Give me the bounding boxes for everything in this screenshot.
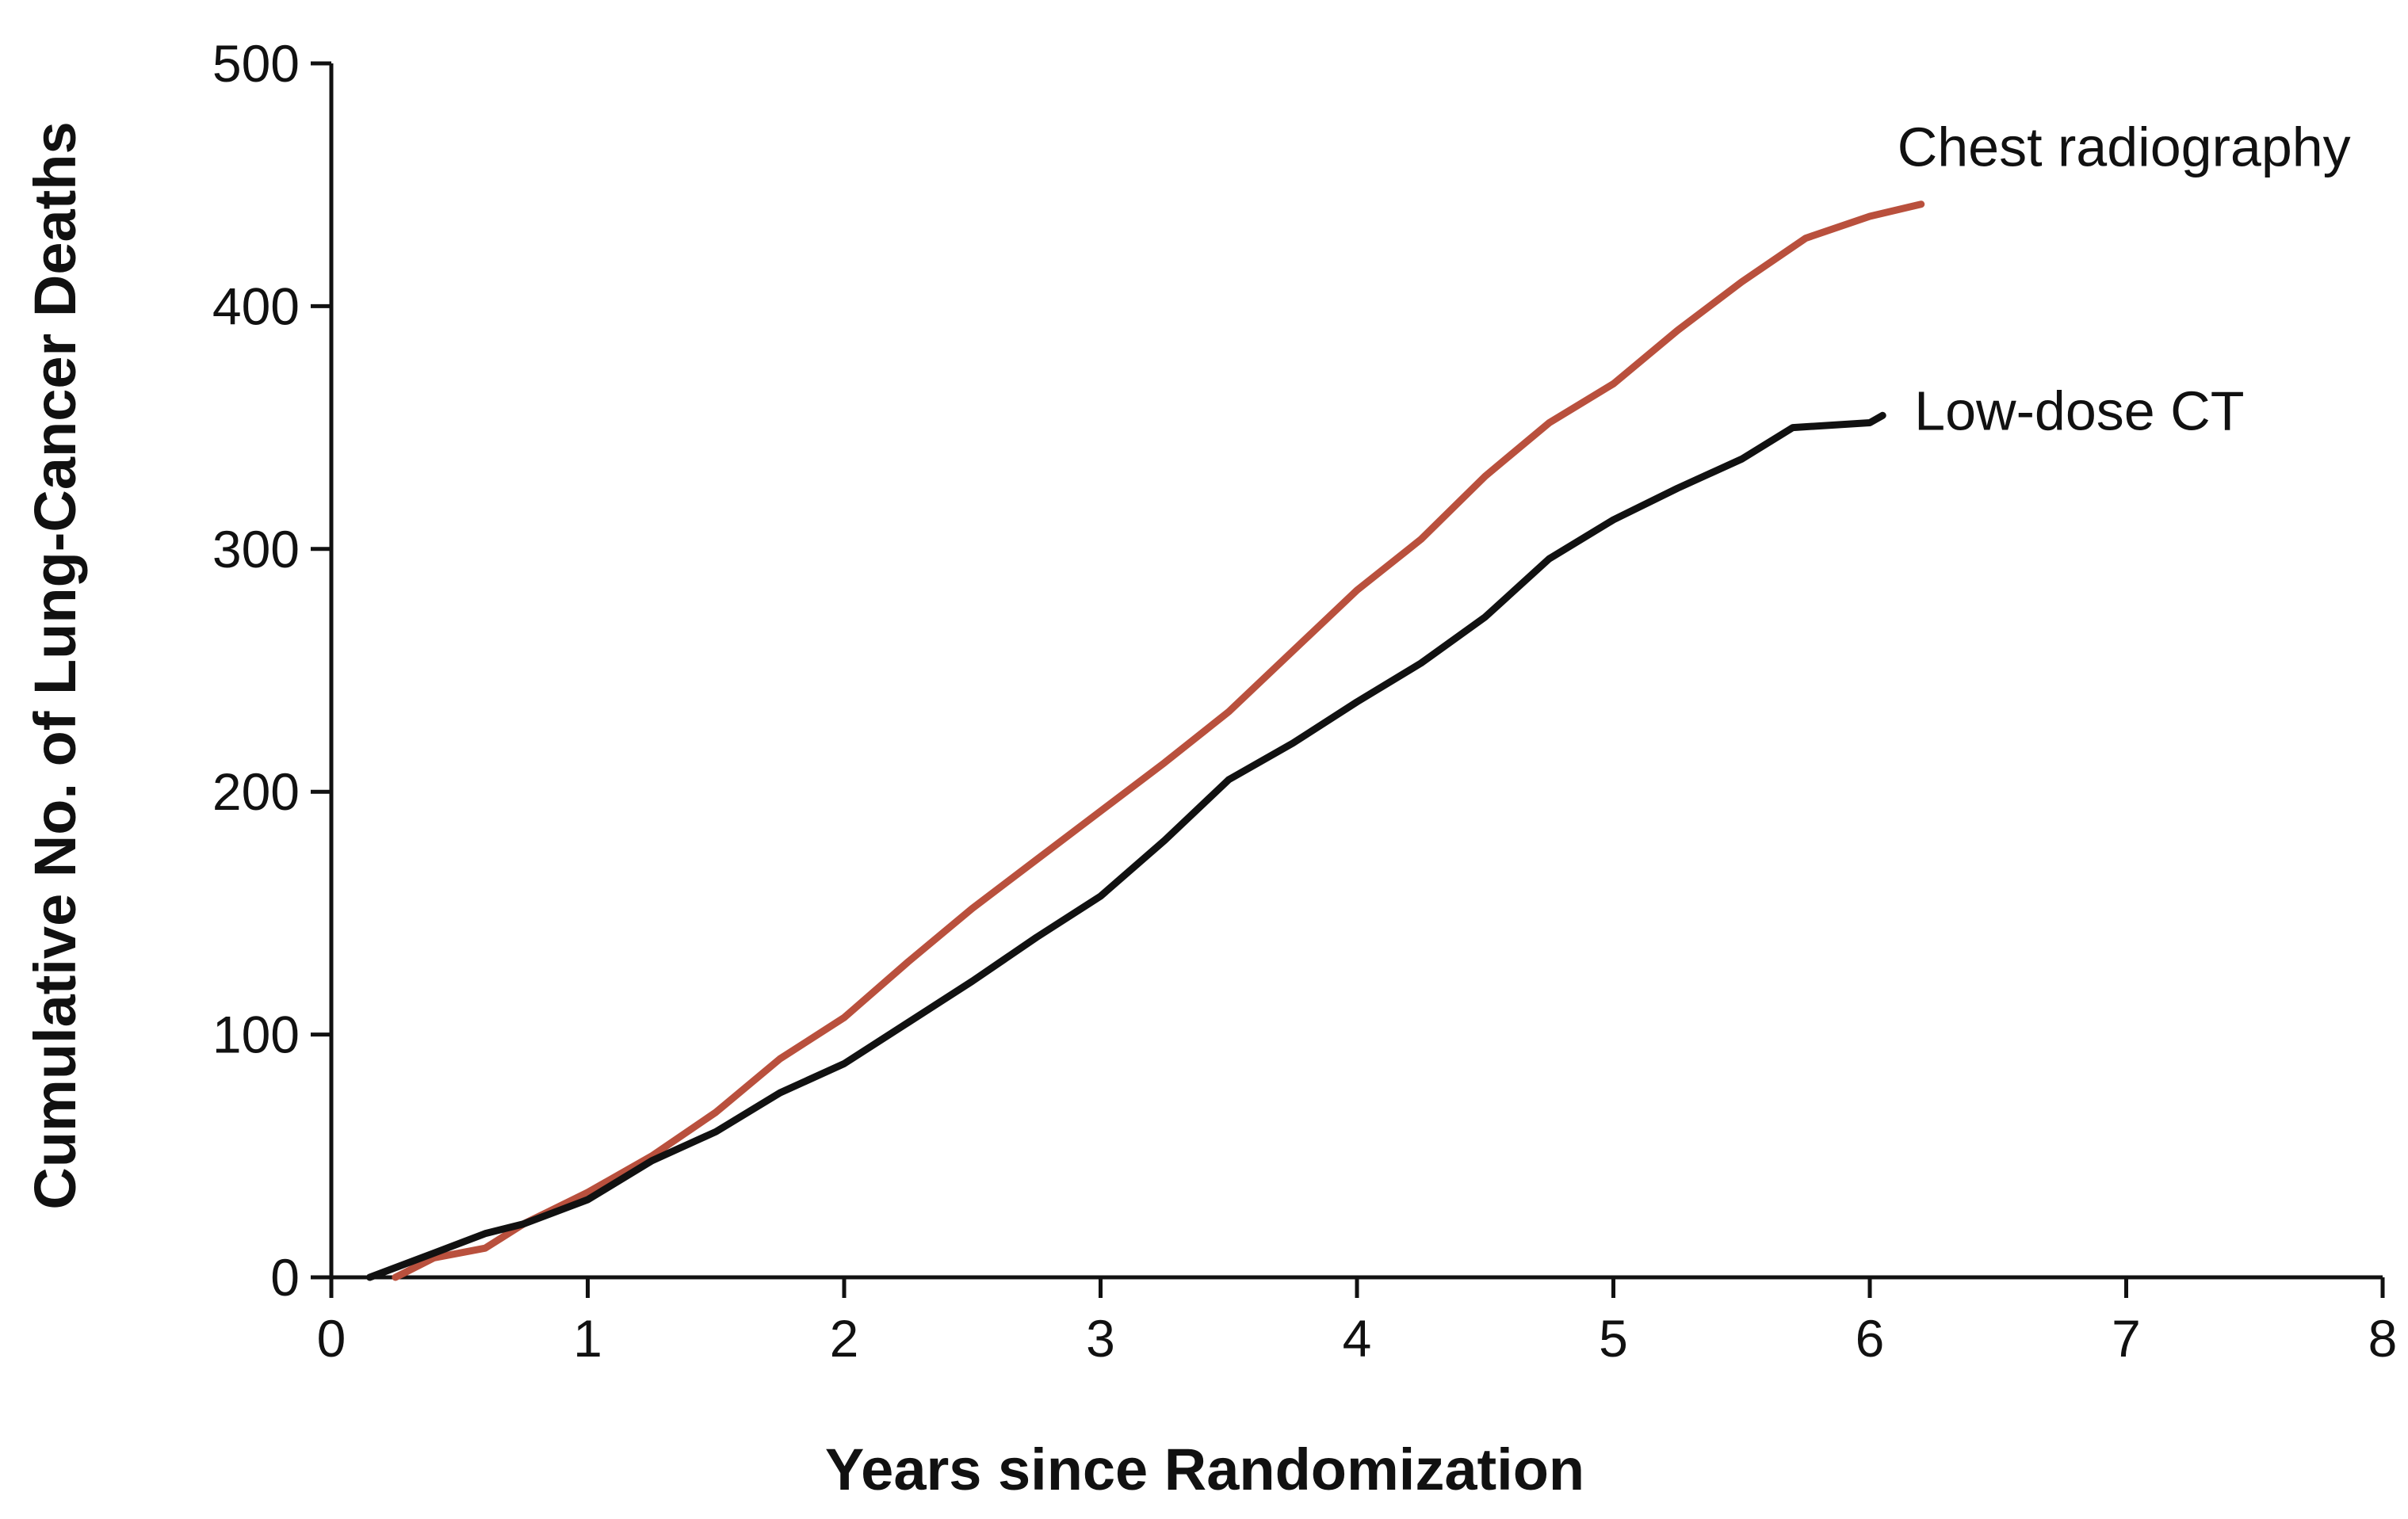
y-tick-label: 100: [212, 1006, 300, 1064]
y-tick-label: 0: [270, 1248, 300, 1307]
x-tick-label: 1: [573, 1309, 602, 1368]
series-label: Chest radiography: [1898, 116, 2351, 178]
y-tick-label: 400: [212, 277, 300, 335]
series-label: Low-dose CT: [1914, 380, 2244, 441]
y-axis-title: Cumulative No. of Lung-Cancer Deaths: [22, 121, 88, 1209]
x-tick-label: 4: [1343, 1309, 1372, 1368]
y-tick-label: 300: [212, 520, 300, 578]
axes: 0 1 2 3 4 5 6 7 8 0 100 200 300 400 500: [212, 34, 2397, 1368]
series-lines: [366, 200, 1925, 1281]
x-tick-label: 2: [830, 1309, 859, 1368]
x-tick-label: 7: [2112, 1309, 2141, 1368]
x-tick-label: 0: [317, 1309, 346, 1368]
series-labels: Chest radiography Low-dose CT: [1898, 116, 2351, 442]
x-tick-label: 6: [1856, 1309, 1885, 1368]
y-tick-label: 200: [212, 762, 300, 821]
series-line: [392, 200, 1925, 1281]
series-line: [366, 411, 1886, 1281]
y-tick-label: 500: [212, 34, 300, 93]
x-tick-label: 5: [1599, 1309, 1628, 1368]
x-axis-title: Years since Randomization: [825, 1437, 1584, 1502]
x-tick-label: 3: [1086, 1309, 1115, 1368]
x-tick-label: 8: [2368, 1309, 2398, 1368]
